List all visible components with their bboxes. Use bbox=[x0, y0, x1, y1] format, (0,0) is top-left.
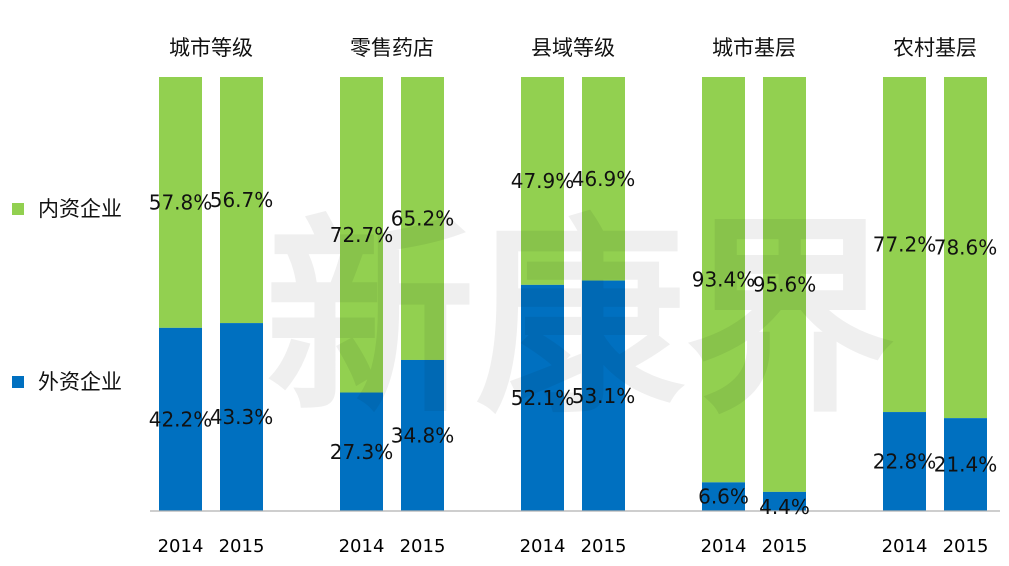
data-label-foreign: 53.1% bbox=[572, 384, 636, 408]
year-labels: 2014 2015 2014 2015 2014 2015 2014 2015 2014 2015 bbox=[158, 536, 989, 557]
bar-foreign bbox=[521, 284, 564, 511]
bar-foreign bbox=[340, 392, 383, 511]
bar-foreign bbox=[883, 412, 926, 511]
data-label-foreign: 27.3% bbox=[330, 440, 394, 464]
year-label: 2015 bbox=[219, 536, 265, 557]
data-label-foreign: 34.8% bbox=[391, 423, 455, 447]
legend-label-domestic: 内资企业 bbox=[38, 197, 122, 221]
group-title: 县域等级 bbox=[531, 36, 615, 60]
year-label: 2015 bbox=[943, 536, 989, 557]
year-label: 2015 bbox=[762, 536, 808, 557]
bar-foreign bbox=[944, 418, 987, 511]
bar-domestic bbox=[883, 77, 926, 413]
watermark: 新康界 bbox=[265, 197, 895, 442]
bar-domestic bbox=[521, 77, 564, 285]
data-label-foreign: 21.4% bbox=[934, 453, 998, 477]
bar-foreign bbox=[159, 327, 202, 511]
group-titles: 城市等级 零售药店 县域等级 城市基层 农村基层 bbox=[169, 36, 977, 60]
bar-foreign bbox=[702, 482, 745, 511]
data-label-foreign: 43.3% bbox=[210, 405, 274, 429]
year-label: 2015 bbox=[400, 536, 446, 557]
data-label-domestic: 56.7% bbox=[210, 188, 274, 212]
data-label-domestic: 46.9% bbox=[572, 167, 636, 191]
group-title: 城市等级 bbox=[169, 36, 253, 60]
data-label-foreign: 42.2% bbox=[149, 407, 213, 431]
legend-label-foreign: 外资企业 bbox=[38, 370, 122, 394]
bar-domestic bbox=[340, 77, 383, 393]
year-label: 2014 bbox=[701, 536, 747, 557]
year-label: 2014 bbox=[158, 536, 204, 557]
bar-domestic bbox=[702, 77, 745, 483]
data-label-foreign: 52.1% bbox=[511, 386, 575, 410]
data-label-domestic: 77.2% bbox=[873, 233, 937, 257]
year-label: 2015 bbox=[581, 536, 627, 557]
data-label-domestic: 95.6% bbox=[753, 272, 817, 296]
data-label-foreign: 6.6% bbox=[698, 484, 749, 508]
bar-foreign bbox=[220, 323, 263, 511]
data-label-domestic: 78.6% bbox=[934, 236, 998, 260]
legend-swatch-foreign bbox=[12, 376, 24, 388]
bar-foreign bbox=[401, 359, 444, 511]
bar-domestic bbox=[159, 77, 202, 328]
bar-domestic bbox=[582, 77, 625, 281]
bar-foreign bbox=[763, 491, 806, 511]
data-label-domestic: 72.7% bbox=[330, 223, 394, 247]
bar-domestic bbox=[944, 77, 987, 419]
year-label: 2014 bbox=[520, 536, 566, 557]
data-label-domestic: 47.9% bbox=[511, 169, 575, 193]
group-title: 城市基层 bbox=[712, 36, 796, 60]
bar-domestic bbox=[763, 77, 806, 492]
data-labels: 57.8% 42.2% 56.7% 43.3% 72.7% 27.3% 65.2% 34.8%… bbox=[149, 167, 998, 519]
year-label: 2014 bbox=[882, 536, 928, 557]
year-label: 2014 bbox=[339, 536, 385, 557]
group-title: 农村基层 bbox=[893, 36, 977, 60]
bar-domestic bbox=[401, 77, 444, 360]
bar-foreign bbox=[582, 280, 625, 511]
legend-swatch-domestic bbox=[12, 203, 24, 215]
bars-layer bbox=[159, 77, 987, 511]
data-label-domestic: 65.2% bbox=[391, 206, 455, 230]
data-label-foreign: 22.8% bbox=[873, 450, 937, 474]
bar-domestic bbox=[220, 77, 263, 324]
data-label-domestic: 57.8% bbox=[149, 190, 213, 214]
data-label-domestic: 93.4% bbox=[692, 268, 756, 292]
group-title: 零售药店 bbox=[350, 36, 434, 60]
data-label-foreign: 4.4% bbox=[759, 495, 810, 519]
